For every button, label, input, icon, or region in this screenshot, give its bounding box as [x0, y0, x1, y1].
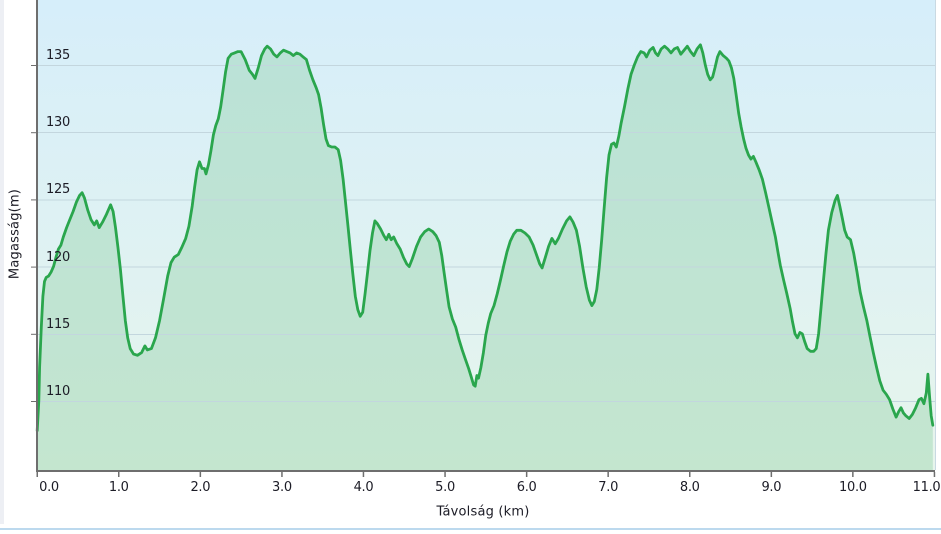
y-tick-label: 120 — [46, 249, 70, 265]
y-tick-mark — [31, 65, 36, 66]
x-tick-mark — [118, 472, 120, 477]
axis-tick-marks — [31, 65, 936, 477]
y-axis-line — [36, 0, 38, 472]
x-tick-mark — [933, 472, 936, 477]
x-tick-label: 4.0 — [353, 480, 374, 495]
left-edge-strip — [0, 0, 4, 524]
x-tick-mark — [36, 472, 38, 477]
x-tick-label: 6.0 — [516, 480, 537, 495]
y-tick-mark — [31, 333, 36, 335]
x-axis-line — [36, 470, 935, 472]
y-tick-mark — [31, 401, 36, 402]
elevation-profile-line — [35, 43, 935, 432]
x-tick-mark — [689, 472, 691, 477]
x-tick-label: 7.0 — [598, 480, 619, 495]
x-tick-mark — [199, 472, 202, 477]
y-tick-label: 135 — [46, 48, 70, 63]
x-tick-label: 0.0 — [39, 480, 59, 495]
x-tick-mark — [770, 472, 773, 477]
x-tick-mark — [525, 472, 528, 477]
x-axis-title: Távolság (km) — [436, 504, 530, 520]
x-tick-mark — [607, 472, 609, 477]
x-tick-mark — [362, 472, 365, 477]
plot-right-border — [935, 0, 936, 470]
x-tick-label: 8.0 — [679, 480, 700, 495]
y-tick-label: 115 — [46, 316, 70, 332]
x-tick-label: 5.0 — [435, 480, 455, 495]
elevation-area-fill — [37, 44, 933, 471]
x-tick-mark — [281, 472, 283, 477]
x-tick-label: 3.0 — [272, 480, 292, 495]
y-tick-label: 125 — [46, 182, 70, 198]
x-tick-label: 2.0 — [190, 480, 211, 495]
y-axis-title: Magasság(m) — [7, 188, 23, 280]
x-tick-mark — [852, 472, 854, 477]
y-tick-mark — [31, 132, 36, 134]
x-tick-label: 1.0 — [108, 480, 129, 495]
bottom-divider-line — [0, 528, 941, 530]
y-tick-label: 110 — [46, 384, 70, 399]
x-tick-label: 10.0 — [839, 480, 867, 495]
y-tick-mark — [31, 199, 36, 201]
y-tick-mark — [31, 266, 36, 268]
x-tick-mark — [444, 472, 446, 477]
x-tick-label: 9.0 — [761, 480, 782, 495]
y-tick-label: 130 — [46, 115, 70, 131]
x-tick-label: 11.0 — [912, 480, 941, 495]
